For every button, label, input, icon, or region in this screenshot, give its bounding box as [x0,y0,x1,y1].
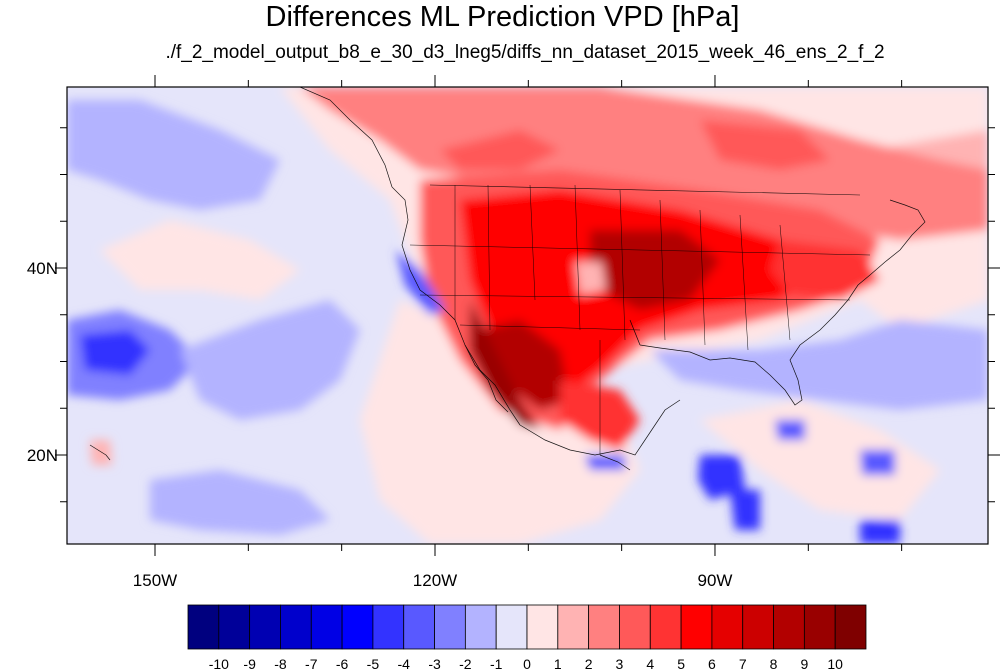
colorbar-swatch [526,604,559,650]
lat-label-40n: 40N [27,259,58,278]
colorbar-swatch [649,604,682,650]
colorbar [187,604,867,650]
colorbar-label: -9 [243,656,256,672]
colorbar-swatch [403,604,435,650]
colorbar-swatch [773,604,805,650]
colorbar-label: 5 [677,656,685,672]
colorbar-label: 0 [523,656,531,672]
lat-label-20n: 20N [27,446,58,465]
colorbar-swatch [711,604,744,650]
colorbar-label: 1 [554,656,562,672]
colorbar-label: 3 [616,656,624,672]
lon-label-150w: 150W [133,571,177,590]
colorbar-swatch [280,604,312,650]
colorbar-label: -7 [305,656,318,672]
colorbar-label: -6 [336,656,349,672]
colorbar-swatch [310,604,343,650]
colorbar-swatch [834,604,867,650]
colorbar-swatch [680,604,713,650]
colorbar-label: 10 [827,656,843,672]
colorbar-swatch [495,604,528,650]
colorbar-swatch [803,604,836,650]
colorbar-swatch [742,604,774,650]
colorbar-label: 2 [585,656,593,672]
colorbar-labels: -10 -9 -8 -7 -6 -5 -4 -3 -2 -1 0 1 2 3 4 5 6 7 8 9 10 [209,656,843,672]
colorbar-swatch [557,604,590,650]
colorbar-label: 9 [800,656,808,672]
map-subtitle: ./f_2_model_output_b8_e_30_d3_lneg5/diff… [165,42,885,63]
colorbar-swatch [619,604,651,650]
colorbar-label: -10 [209,656,229,672]
colorbar-label: 7 [739,656,747,672]
colorbar-label: 8 [770,656,778,672]
colorbar-label: -1 [490,656,503,672]
colorbar-label: -2 [459,656,472,672]
colorbar-label: -5 [367,656,380,672]
colorbar-swatch [372,604,405,650]
colorbar-swatch [588,604,620,650]
coastlines [89,87,926,471]
map-title: Differences ML Prediction VPD [hPa] [265,1,740,33]
colorbar-label: -4 [398,656,411,672]
vpd-difference-field [67,87,988,544]
colorbar-swatch [464,604,497,650]
colorbar-swatch [434,604,466,650]
colorbar-label: 4 [646,656,654,672]
plot-frame [66,86,989,545]
colorbar-swatch [249,604,281,650]
colorbar-label: 6 [708,656,716,672]
colorbar-label: -8 [274,656,287,672]
lon-label-120w: 120W [413,571,457,590]
axis-ticks [55,75,1000,556]
colorbar-swatch [187,604,220,650]
colorbar-swatch [341,604,374,650]
lon-label-90w: 90W [698,571,733,590]
axis-tick-labels: 150W 120W 90W 40N 20N [27,259,733,590]
colorbar-label: -3 [428,656,441,672]
colorbar-swatch [218,604,251,650]
